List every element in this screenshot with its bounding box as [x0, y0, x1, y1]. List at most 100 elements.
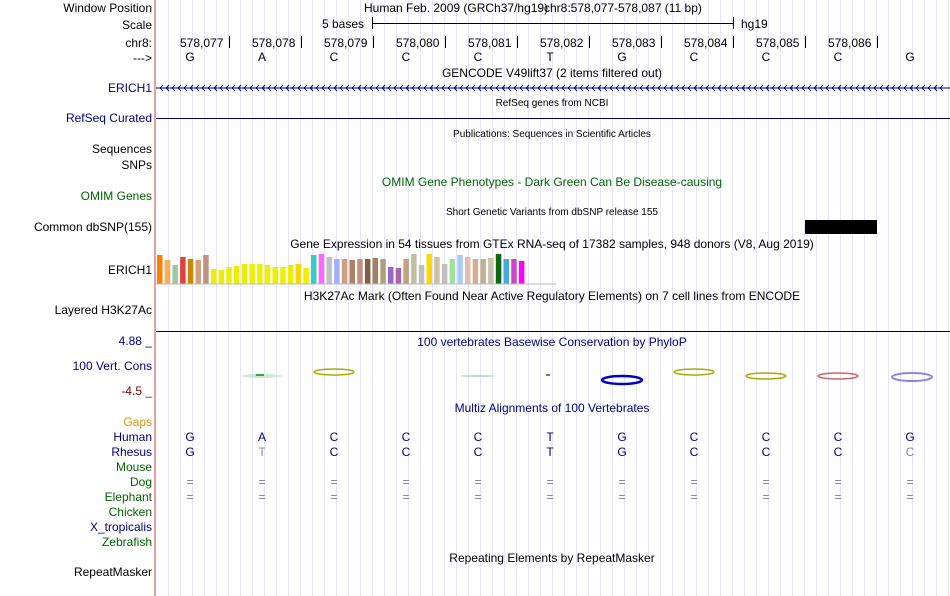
grid-line	[180, 0, 181, 596]
erich1-gene-feature[interactable]	[156, 82, 950, 94]
species-label[interactable]: Chicken	[108, 505, 152, 519]
strand-arrow	[621, 84, 626, 92]
strand-arrow	[759, 84, 764, 92]
base-letter: =	[546, 475, 554, 489]
grid-line	[708, 0, 709, 596]
grid-line	[240, 0, 241, 596]
gtex-tissue-bar	[426, 254, 432, 284]
scale-text: 5 bases	[322, 17, 365, 31]
strand-arrow	[285, 84, 290, 92]
strand-arrow	[783, 84, 788, 92]
strand-arrow	[417, 84, 422, 92]
strand-arrow	[159, 84, 164, 92]
strand-arrow	[165, 84, 170, 92]
grid-line	[816, 0, 817, 596]
strand-arrow	[357, 84, 362, 92]
base-letter: =	[690, 475, 698, 489]
base-letter: G	[185, 445, 195, 459]
strand-arrow	[411, 84, 416, 92]
strand-arrow	[363, 84, 368, 92]
grid-line	[504, 0, 505, 596]
species-label[interactable]: Human	[113, 430, 152, 444]
track-area[interactable]: Human Feb. 2009 (GRCh37/hg19) chr8:578,0…	[156, 0, 950, 596]
grid-line	[936, 0, 937, 596]
strand-arrow	[597, 84, 602, 92]
strand-arrow	[495, 84, 500, 92]
gtex-tissue-bar	[326, 257, 332, 284]
grid-line	[720, 0, 721, 596]
strand-arrow	[531, 84, 536, 92]
strand-arrow	[387, 84, 392, 92]
strand-arrow	[195, 84, 200, 92]
strand-arrow	[321, 84, 326, 92]
dbsnp-track-label[interactable]: Common dbSNP(155)	[33, 220, 152, 234]
strand-arrow	[777, 84, 782, 92]
gencode-track-label[interactable]: ERICH1	[107, 81, 152, 95]
base-letter: C	[833, 445, 843, 459]
strand-arrow	[699, 84, 704, 92]
gtex-tissue-bar	[465, 257, 471, 284]
base-letter: T	[546, 430, 554, 444]
repeatmasker-track-label[interactable]: RepeatMasker	[73, 565, 152, 579]
grid-line	[288, 0, 289, 596]
strand-arrow	[873, 84, 878, 92]
grid-line	[924, 0, 925, 596]
strand-arrow	[849, 84, 854, 92]
phylop-logo[interactable]	[156, 360, 950, 390]
gaps-track-label[interactable]: Gaps	[123, 415, 152, 429]
cons-track-label[interactable]: 100 Vert. Cons	[72, 359, 152, 373]
strand-arrow	[681, 84, 686, 92]
gtex-track-label[interactable]: ERICH1	[107, 263, 152, 277]
species-label[interactable]: Mouse	[115, 460, 152, 474]
species-label[interactable]: Elephant	[104, 490, 152, 504]
window-position-value: chr8:578,077-578,087 (11 bp)	[544, 1, 702, 15]
strand-arrow	[303, 84, 308, 92]
gtex-tissue-bar	[441, 264, 448, 284]
h3k27ac-track-label[interactable]: Layered H3K27Ac	[54, 303, 152, 317]
grid-line	[804, 0, 805, 596]
strand-arrow	[399, 84, 404, 92]
gtex-tissue-bar	[280, 267, 286, 284]
gtex-tissue-bar	[434, 257, 440, 284]
ruler-tick	[733, 36, 734, 48]
sequences-track-label[interactable]: Sequences	[91, 142, 152, 156]
refseq-gene-line[interactable]	[156, 118, 950, 119]
strand-arrow	[609, 84, 614, 92]
gtex-tissue-bar	[318, 254, 325, 284]
base-letter: =	[834, 490, 842, 504]
gtex-tissue-bar	[295, 264, 302, 284]
gtex-tissue-bar	[403, 259, 409, 284]
grid-line	[324, 0, 325, 596]
grid-line	[372, 0, 373, 596]
dbsnp-variant-block[interactable]	[805, 220, 877, 234]
strand-arrow	[369, 84, 374, 92]
grid-line	[564, 0, 565, 596]
strand-arrow	[501, 84, 506, 92]
gtex-tissue-bar	[187, 259, 194, 284]
grid-line	[768, 0, 769, 596]
gtex-tissue-bar	[395, 268, 402, 284]
snps-track-label[interactable]: SNPs	[121, 158, 152, 172]
base-letter: =	[330, 490, 338, 504]
strand-arrow	[183, 84, 188, 92]
base-letter: =	[546, 490, 554, 504]
base-letter: G	[185, 50, 195, 64]
multiz-track-title: Multiz Alignments of 100 Vertebrates	[454, 401, 650, 415]
grid-line	[852, 0, 853, 596]
gtex-tissue-bar	[311, 255, 317, 284]
strand-arrow	[801, 84, 806, 92]
omim-track-label[interactable]: OMIM Genes	[80, 189, 152, 203]
base-letter: =	[402, 490, 410, 504]
base-letter: =	[762, 490, 770, 504]
gtex-tissue-bar	[210, 269, 217, 284]
grid-line	[612, 0, 613, 596]
strand-arrow	[663, 84, 668, 92]
refseq-track-label[interactable]: RefSeq Curated	[65, 111, 152, 125]
h3k27ac-track-title: H3K27Ac Mark (Often Found Near Active Re…	[303, 289, 801, 303]
species-label[interactable]: X_tropicalis	[89, 520, 152, 534]
species-label[interactable]: Dog	[129, 475, 152, 489]
gtex-tissue-bar	[418, 265, 425, 284]
species-label[interactable]: Zebrafish	[101, 535, 152, 549]
gtex-expression-bars[interactable]	[156, 252, 556, 285]
species-label[interactable]: Rhesus	[111, 445, 152, 459]
